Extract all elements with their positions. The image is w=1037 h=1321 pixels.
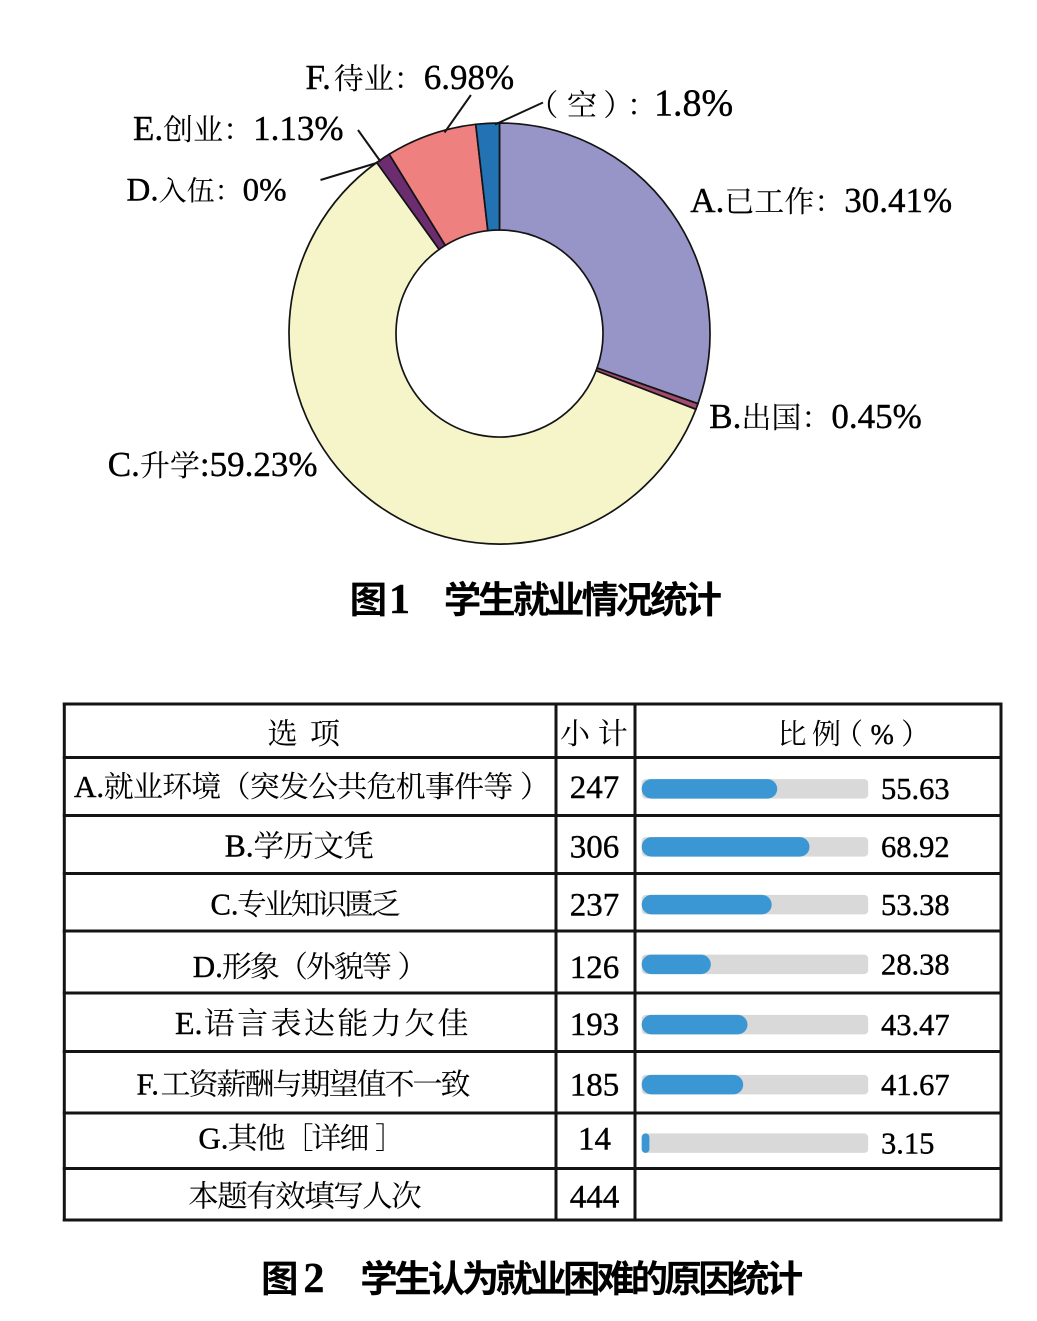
svg-text:0%: 0% [243, 173, 287, 209]
svg-text:D.: D. [127, 173, 159, 209]
svg-text:444: 444 [570, 1180, 620, 1216]
svg-text:28.38: 28.38 [881, 948, 950, 982]
svg-text:3.15: 3.15 [881, 1126, 934, 1160]
svg-text:C.: C. [108, 445, 140, 484]
svg-text:E.: E. [133, 109, 163, 148]
svg-text:0.45%: 0.45% [831, 397, 921, 436]
svg-text:41.67: 41.67 [881, 1068, 950, 1102]
svg-text:1.13%: 1.13% [253, 109, 343, 148]
svg-text:A.: A. [690, 181, 724, 220]
svg-text:2: 2 [303, 1256, 324, 1302]
svg-text:B.: B. [709, 397, 741, 436]
svg-text:193: 193 [570, 1007, 620, 1043]
svg-text:%: % [871, 720, 894, 751]
svg-text:A.: A. [74, 769, 104, 804]
svg-text:14: 14 [578, 1122, 611, 1158]
svg-text:B.: B. [225, 829, 254, 864]
svg-text:306: 306 [570, 830, 620, 866]
svg-text::59.23%: :59.23% [200, 445, 318, 484]
svg-text:43.47: 43.47 [881, 1008, 950, 1042]
svg-text:F.: F. [137, 1067, 160, 1102]
svg-text:6.98%: 6.98% [424, 58, 514, 97]
svg-text:53.38: 53.38 [881, 888, 950, 922]
svg-text:247: 247 [570, 770, 620, 806]
svg-text:237: 237 [570, 888, 620, 924]
svg-text:F.: F. [306, 58, 331, 97]
svg-text:68.92: 68.92 [881, 830, 950, 864]
svg-text:C.: C. [211, 888, 239, 922]
svg-text:D.: D. [193, 949, 223, 984]
svg-text:1.8%: 1.8% [654, 83, 733, 125]
svg-text:30.41%: 30.41% [844, 181, 952, 220]
svg-text:126: 126 [570, 950, 620, 986]
svg-text:55.63: 55.63 [881, 772, 950, 806]
svg-text:1: 1 [389, 577, 410, 623]
svg-text:E.: E. [175, 1005, 203, 1041]
svg-text:185: 185 [570, 1068, 620, 1104]
svg-text:G.: G. [198, 1121, 228, 1156]
